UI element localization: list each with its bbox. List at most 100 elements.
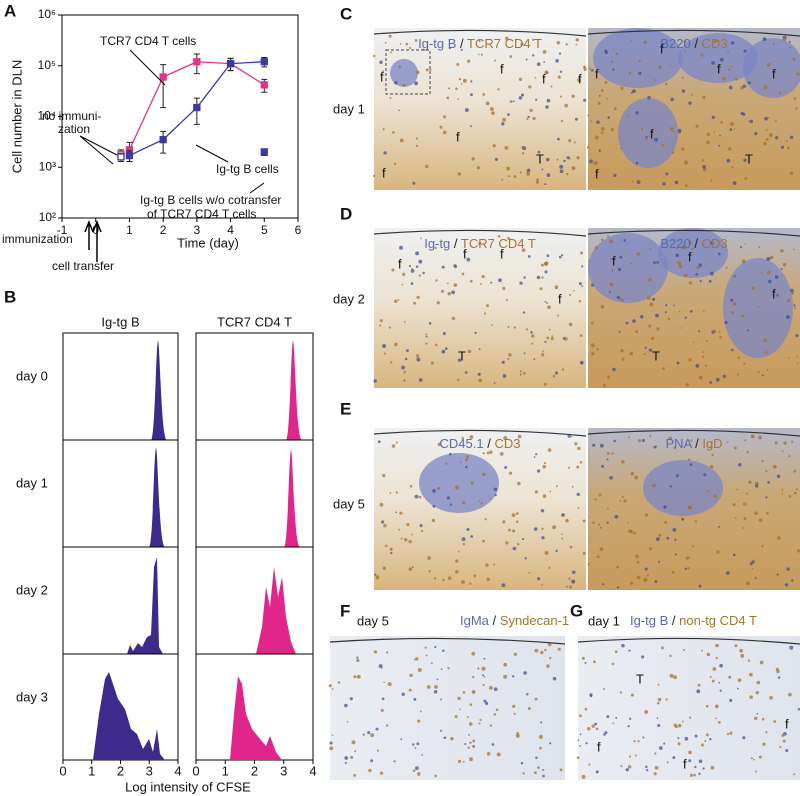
stain-dot: [529, 108, 533, 113]
stain-dot: [425, 335, 428, 338]
stain-dot: [544, 300, 547, 303]
stain-dot: [737, 356, 741, 360]
stain-dot: [602, 383, 607, 387]
stain-dot: [472, 745, 475, 748]
stain-dot: [612, 722, 615, 725]
stain-dot: [356, 674, 361, 679]
stain-dot: [669, 654, 672, 658]
data-point: [226, 59, 235, 68]
y-tick-label: 10⁵: [38, 58, 56, 72]
stain-dot: [596, 555, 600, 559]
stain-dot: [546, 664, 550, 668]
stain-dot: [728, 571, 731, 574]
stain-dot: [485, 101, 490, 106]
region-label: f: [660, 41, 664, 56]
stain-dot: [350, 755, 354, 759]
stain-dot: [403, 379, 406, 382]
stain-dot: [439, 729, 443, 733]
stain-dot: [542, 50, 547, 54]
stain-dot: [636, 560, 640, 564]
stain-dot: [654, 752, 657, 755]
stain-dot: [449, 452, 452, 456]
stain-dot: [666, 761, 669, 764]
stain-dot: [788, 692, 792, 697]
stain-dot: [695, 272, 699, 276]
stain-dot: [796, 72, 800, 77]
stain-dot: [544, 270, 548, 274]
stain-dot: [415, 265, 419, 268]
stain-dot: [498, 278, 502, 283]
stain-dot: [499, 451, 504, 456]
stain-dot: [705, 733, 709, 737]
stain-dot: [570, 435, 573, 438]
stain-dot: [520, 42, 524, 46]
stain-dot: [535, 180, 540, 184]
stain-dot: [536, 62, 541, 66]
stain-dot: [702, 95, 706, 99]
stain-dot: [781, 488, 784, 491]
stain-dot: [418, 378, 423, 382]
stain-dot: [519, 281, 523, 285]
stain-dot: [458, 77, 462, 81]
stain-dot: [399, 245, 403, 250]
stain-dot: [379, 60, 383, 64]
stain-dot: [451, 316, 456, 321]
stain-dot: [442, 130, 447, 135]
stain-dot: [673, 675, 677, 680]
x-tick-label: 1: [126, 223, 133, 237]
stain-dot: [636, 252, 641, 256]
stain-dot: [575, 38, 579, 42]
stain-dot: [468, 722, 473, 726]
stain-dot: [502, 374, 507, 378]
stain-dot: [393, 162, 397, 165]
stain-dot: [601, 464, 605, 468]
stain-dot: [657, 683, 660, 686]
stain-dot: [793, 469, 797, 473]
stain-dot: [482, 92, 486, 96]
stain-dot: [718, 144, 721, 147]
stain-dot: [733, 128, 736, 130]
hist-box: [195, 546, 314, 655]
stain-dot: [608, 290, 611, 293]
stain-dot: [413, 658, 416, 661]
stain-dot: [592, 521, 595, 525]
stain-dot: [571, 579, 576, 584]
stain-dot: [657, 702, 660, 705]
stain-dot: [717, 525, 720, 528]
stain-dot: [581, 265, 584, 268]
stain-dot: [571, 570, 576, 575]
stain-dot: [751, 559, 754, 562]
y-tick-label: 10⁴: [37, 109, 56, 123]
data-point: [260, 148, 268, 156]
stain-dot: [353, 773, 357, 777]
stain-dot: [630, 472, 635, 476]
stain-dot: [591, 351, 595, 356]
stain-dot: [793, 773, 796, 776]
stain-dot: [507, 326, 510, 328]
label-leader: [195, 144, 229, 163]
stain-dot: [455, 559, 459, 563]
stain-dot: [630, 262, 632, 265]
stain-dot: [419, 710, 422, 713]
stain-dot: [344, 703, 348, 708]
stain-dot: [527, 255, 531, 258]
stain-dot: [619, 255, 623, 259]
stain-dot: [652, 483, 656, 488]
stain-dot: [382, 473, 386, 478]
stain-name: /: [694, 36, 698, 51]
stain-dot: [696, 689, 701, 694]
stain-dot: [637, 439, 642, 443]
hist-box: [195, 653, 314, 761]
panel-letter: A: [4, 1, 16, 20]
stain-dot: [640, 128, 644, 131]
stain-dot: [621, 495, 624, 498]
stain-dot: [648, 324, 652, 328]
stain-dot: [743, 158, 747, 162]
series-label: TCR7 CD4 T cells: [100, 34, 196, 48]
stain-dot: [497, 88, 500, 91]
stain-dot: [479, 718, 482, 722]
stain-dot: [729, 128, 733, 131]
tissue-edge: [373, 229, 587, 237]
stain-dot: [353, 675, 357, 679]
stain-dot: [789, 171, 794, 176]
